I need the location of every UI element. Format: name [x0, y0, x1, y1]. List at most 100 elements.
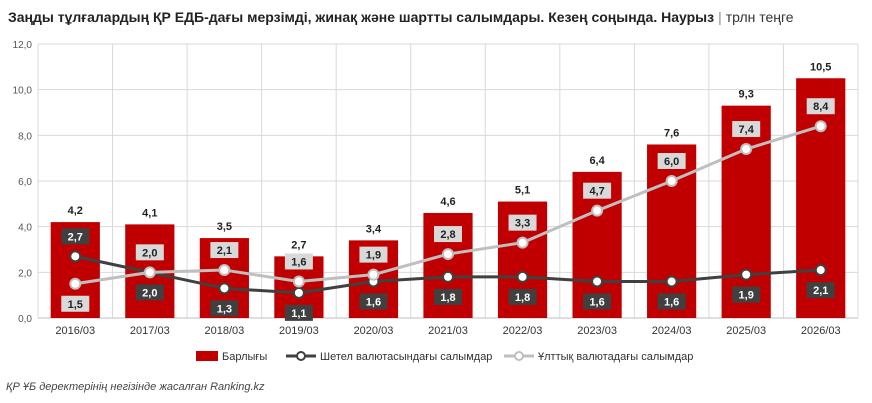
foreign-series-label-box — [135, 284, 164, 301]
foreign-series-label: 1,6 — [589, 296, 604, 308]
bar — [647, 144, 697, 318]
national-series-label: 8,4 — [813, 101, 829, 113]
national-series-marker — [292, 275, 305, 288]
national-series-label-box — [135, 244, 164, 261]
national-series-marker — [143, 266, 156, 279]
national-series-label: 2,1 — [217, 245, 232, 257]
x-tick-label: 2018/03 — [204, 325, 244, 337]
foreign-series-label-box — [434, 288, 462, 305]
national-series-label-box — [359, 246, 388, 263]
chart-unit: трлн теңге — [725, 9, 794, 25]
foreign-series-label-box — [583, 293, 612, 310]
foreign-series-label: 1,8 — [515, 292, 530, 304]
national-series-label: 2,8 — [440, 229, 455, 241]
foreign-series-marker — [218, 282, 231, 295]
national-series-label: 1,9 — [366, 250, 381, 262]
legend-national-swatch-marker — [514, 351, 524, 361]
national-series-label-box — [657, 153, 686, 169]
bar-value-label: 3,5 — [217, 221, 232, 233]
chart-title-main: Заңды тұлғалардың ҚР ЕДБ-дағы мерзімді, … — [8, 9, 715, 25]
bar — [721, 105, 771, 319]
x-tick-label: 2026/03 — [801, 325, 841, 337]
bar-value-label: 4,2 — [68, 205, 83, 217]
foreign-series-label-box — [61, 228, 90, 245]
national-series-marker — [367, 268, 380, 281]
legend-foreign-swatch-marker — [296, 351, 306, 361]
national-series-label-box — [806, 98, 835, 115]
foreign-series-label: 1,6 — [664, 296, 679, 308]
national-series-marker — [442, 248, 454, 261]
foreign-series-label: 2,7 — [68, 231, 83, 243]
foreign-series-label-box — [732, 286, 761, 303]
legend-label-bars: Барлығы — [222, 351, 267, 363]
foreign-series-label: 1,6 — [366, 296, 381, 308]
national-series-label: 4,7 — [589, 186, 604, 198]
bar-value-label: 3,4 — [366, 223, 382, 235]
y-tick-label: 4,0 — [18, 223, 32, 234]
foreign-series-label: 1,3 — [217, 303, 232, 315]
legend-label-foreign: Шетел валютасындағы салымдар — [320, 351, 492, 363]
national-series-marker — [516, 236, 529, 249]
foreign-series-label: 2,1 — [813, 285, 828, 297]
foreign-series-marker — [292, 286, 305, 299]
foreign-series-label: 1,8 — [440, 292, 455, 304]
x-tick-label: 2024/03 — [652, 325, 692, 337]
national-series-label-box — [583, 182, 612, 199]
foreign-series-label-box — [657, 293, 686, 310]
national-series-label-box — [61, 295, 90, 312]
foreign-series-marker — [442, 270, 454, 283]
national-series-marker — [740, 143, 753, 156]
x-tick-label: 2022/03 — [503, 325, 543, 337]
y-tick-label: 12,0 — [13, 40, 33, 51]
foreign-series-label-box — [210, 300, 239, 317]
chart-title: Заңды тұлғалардың ҚР ЕДБ-дағы мерзімді, … — [8, 9, 794, 25]
national-series-label: 1,6 — [291, 256, 306, 268]
chart: 0,0 2,0 4,0 6,0 8,0 10,0 12,0 4,2 4,1 3,5 2,7 3,4 4,… — [13, 40, 859, 363]
national-series-label: 1,5 — [68, 299, 83, 311]
y-tick-label: 0,0 — [18, 314, 32, 325]
source-note: ҚР ҰБ деректерінің негізінде жасалған Ra… — [6, 381, 265, 393]
foreign-series-label: 2,0 — [142, 287, 157, 299]
y-tick-label: 6,0 — [18, 177, 32, 188]
national-series-label: 6,0 — [664, 156, 679, 168]
foreign-series-label-box — [359, 293, 388, 310]
foreign-series-marker — [740, 268, 753, 281]
legend-bar-swatch — [196, 351, 218, 361]
y-tick-label: 2,0 — [18, 268, 32, 279]
bar-value-label: 4,1 — [142, 207, 157, 219]
national-series-marker — [665, 175, 678, 187]
national-series-label-box — [434, 226, 462, 243]
foreign-series-marker — [665, 275, 678, 288]
national-series-marker — [218, 264, 231, 277]
bar-value-label: 7,6 — [664, 127, 679, 139]
x-tick-label: 2017/03 — [130, 325, 170, 337]
foreign-series-marker — [814, 264, 827, 277]
x-tick-label: 2025/03 — [726, 325, 766, 337]
national-series-label: 7,4 — [739, 124, 755, 136]
x-tick-label: 2023/03 — [577, 325, 617, 337]
x-tick-label: 2019/03 — [279, 325, 319, 337]
bar-value-label: 6,4 — [589, 155, 605, 167]
x-tick-label: 2016/03 — [55, 325, 95, 337]
x-tick-label: 2020/03 — [354, 325, 394, 337]
x-tick-label: 2021/03 — [428, 325, 468, 337]
foreign-series-marker — [69, 250, 82, 263]
national-series-marker — [69, 277, 82, 290]
national-series-label: 3,3 — [515, 218, 530, 230]
bar-value-label: 9,3 — [739, 89, 754, 101]
national-series-label: 2,0 — [142, 247, 157, 259]
national-series-label-box — [732, 121, 761, 138]
national-series-marker — [591, 204, 604, 217]
national-series-label-box — [508, 214, 537, 231]
national-series-label-box — [210, 242, 239, 259]
foreign-series-marker — [516, 270, 529, 283]
foreign-series-label-box — [508, 288, 537, 305]
foreign-series-label-box — [284, 304, 313, 321]
bar-value-label: 5,1 — [515, 185, 530, 197]
national-series-marker — [814, 120, 827, 133]
national-series-label-box — [284, 253, 313, 270]
foreign-series-label-box — [806, 282, 835, 299]
foreign-series-label: 1,1 — [291, 308, 306, 320]
title-separator: | — [718, 9, 722, 25]
bar-value-label: 4,6 — [440, 196, 455, 208]
